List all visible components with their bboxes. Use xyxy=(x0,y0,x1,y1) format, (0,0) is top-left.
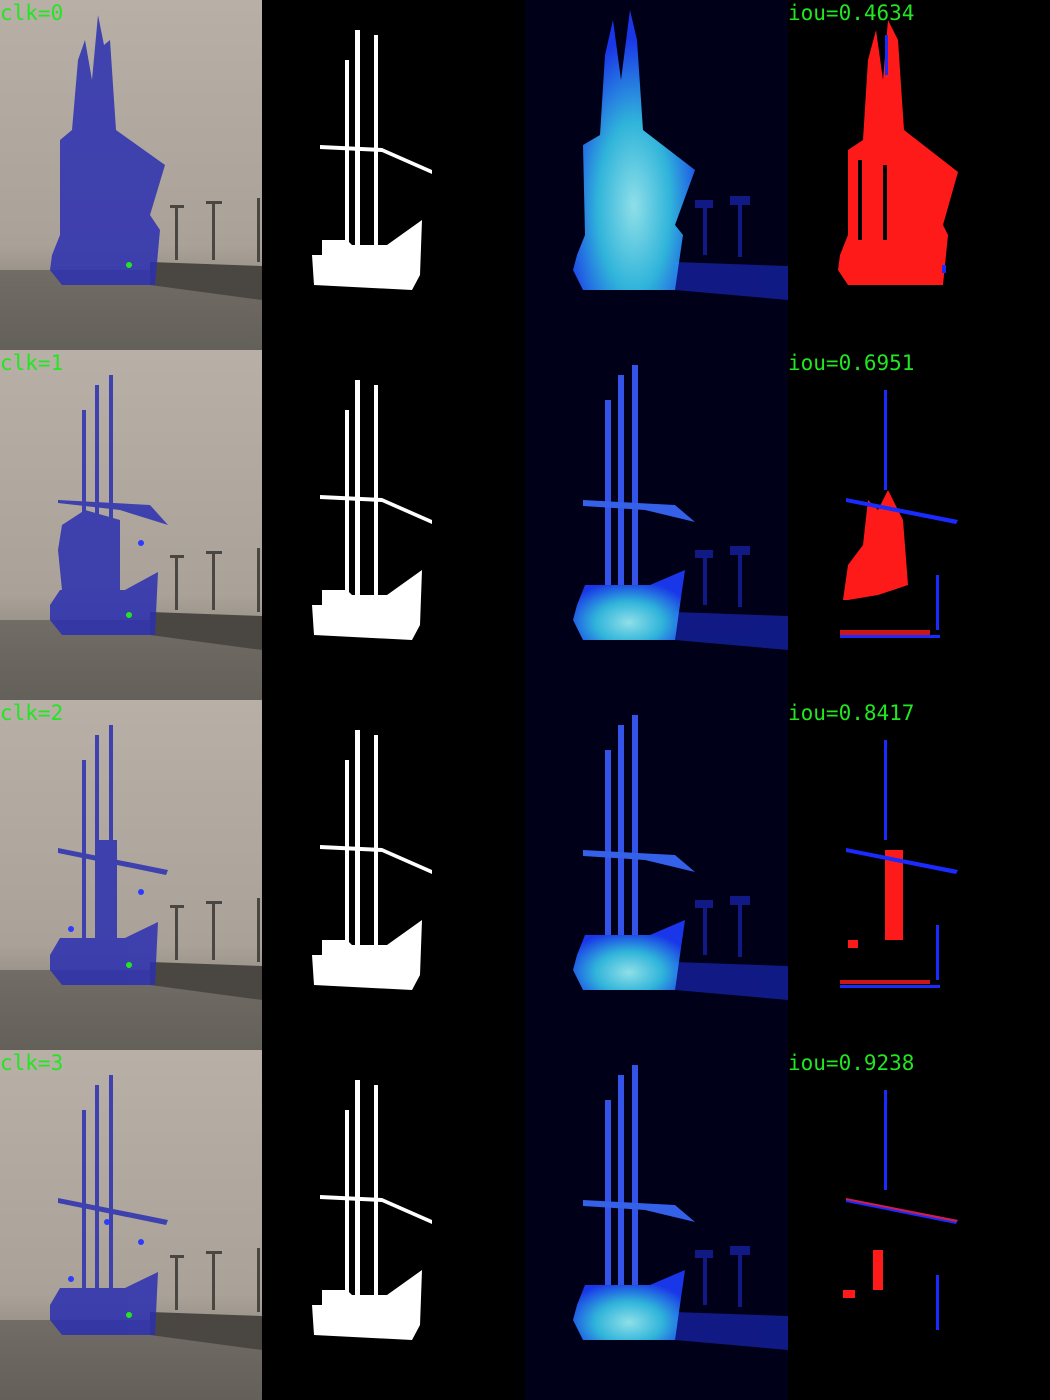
error-panel: iou=0.4634 xyxy=(788,0,1050,350)
ground-truth-panel xyxy=(262,700,525,1050)
negative-click-marker xyxy=(138,889,144,895)
error-map xyxy=(788,350,1050,700)
negative-click-marker xyxy=(138,1239,144,1245)
ground-truth-panel xyxy=(262,0,525,350)
click-count-label: clk=0 xyxy=(0,0,63,26)
click-count-label: clk=1 xyxy=(0,350,63,376)
click-count-label: clk=2 xyxy=(0,700,63,726)
probability-panel xyxy=(525,0,788,350)
iou-score-label: iou=0.9238 xyxy=(788,1050,914,1076)
probability-panel xyxy=(525,350,788,700)
result-row-0: clk=0 xyxy=(0,0,1050,350)
result-row-1: clk=1 xyxy=(0,350,1050,700)
negative-click-marker xyxy=(68,1276,74,1282)
positive-click-marker xyxy=(126,612,132,618)
negative-click-marker xyxy=(104,1219,110,1225)
probability-map xyxy=(525,350,788,700)
error-map xyxy=(788,0,1050,350)
photo-with-mask xyxy=(0,0,262,350)
probability-panel xyxy=(525,700,788,1050)
positive-click-marker xyxy=(126,962,132,968)
error-panel: iou=0.8417 xyxy=(788,700,1050,1050)
probability-map xyxy=(525,0,788,350)
positive-click-marker xyxy=(126,262,132,268)
probability-map xyxy=(525,700,788,1050)
error-panel: iou=0.9238 xyxy=(788,1050,1050,1400)
photo-with-mask xyxy=(0,700,262,1050)
overlay-panel: clk=1 xyxy=(0,350,262,700)
ground-truth-panel xyxy=(262,1050,525,1400)
ground-truth-mask xyxy=(262,350,525,700)
negative-click-marker xyxy=(138,540,144,546)
photo-with-mask xyxy=(0,1050,262,1400)
ground-truth-panel xyxy=(262,350,525,700)
iou-score-label: iou=0.6951 xyxy=(788,350,914,376)
iou-score-label: iou=0.8417 xyxy=(788,700,914,726)
probability-panel xyxy=(525,1050,788,1400)
iou-score-label: iou=0.4634 xyxy=(788,0,914,26)
ground-truth-mask xyxy=(262,0,525,350)
probability-map xyxy=(525,1050,788,1400)
error-map xyxy=(788,1050,1050,1400)
error-map xyxy=(788,700,1050,1050)
overlay-panel: clk=2 xyxy=(0,700,262,1050)
photo-with-mask xyxy=(0,350,262,700)
result-row-2: clk=2 xyxy=(0,700,1050,1050)
error-panel: iou=0.6951 xyxy=(788,350,1050,700)
ground-truth-mask xyxy=(262,1050,525,1400)
negative-click-marker xyxy=(68,926,74,932)
ground-truth-mask xyxy=(262,700,525,1050)
result-row-3: clk=3 xyxy=(0,1050,1050,1400)
overlay-panel: clk=0 xyxy=(0,0,262,350)
overlay-panel: clk=3 xyxy=(0,1050,262,1400)
click-count-label: clk=3 xyxy=(0,1050,63,1076)
positive-click-marker xyxy=(126,1312,132,1318)
